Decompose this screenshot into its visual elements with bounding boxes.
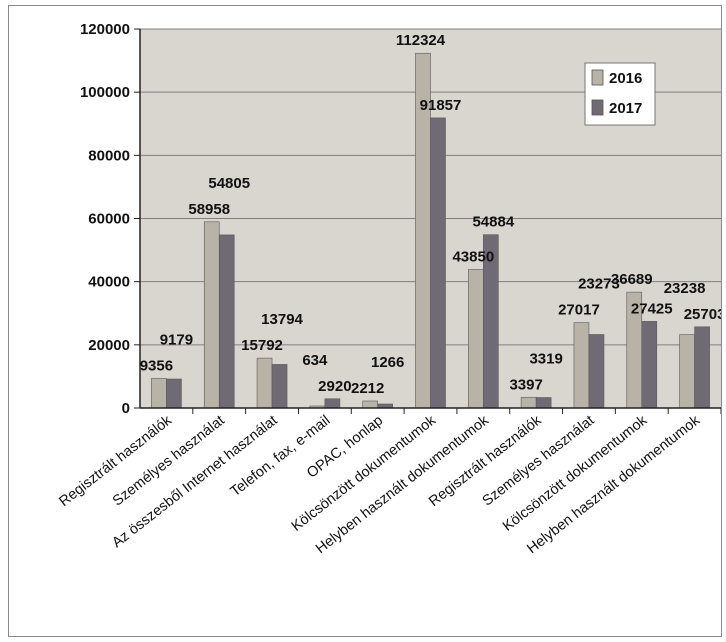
data-labels: 9356 9179 58958 54805 15792 13794 634 2920 2212 1… [140, 32, 726, 397]
data-label-2017: 91857 [420, 97, 462, 114]
bar-2017 [166, 378, 182, 409]
data-label-2016: 23238 [664, 280, 706, 297]
bars [151, 52, 710, 409]
data-label-2017: 23273 [578, 276, 620, 293]
data-label-2016: 15792 [241, 337, 283, 354]
bar-2017 [588, 334, 605, 409]
data-label-2017: 54884 [472, 214, 514, 231]
bar-2017 [641, 321, 658, 409]
data-label-2017: 25703 [684, 306, 721, 323]
y-tick-label: 60000 [88, 211, 130, 228]
data-label-2017: 54805 [208, 175, 250, 192]
y-tick-label: 80000 [88, 147, 130, 164]
y-tick-labels: 0 20000 40000 60000 80000 100000 120000 [80, 21, 140, 417]
y-tick-label: 40000 [88, 274, 130, 291]
bar-chart: 0 20000 40000 60000 80000 100000 120000 Regisz… [56, 21, 726, 557]
bar-2017 [430, 117, 446, 409]
legend-label-2016: 2016 [609, 70, 642, 87]
legend-swatch-2016 [591, 69, 604, 86]
bar-2016 [679, 334, 695, 409]
bar-2016 [520, 396, 537, 409]
bar-2016 [203, 221, 220, 409]
data-label-2017: 9179 [160, 331, 193, 348]
data-label-2016: 112324 [396, 32, 446, 49]
data-label-2017: 3319 [529, 350, 562, 367]
legend-swatch-2017 [591, 99, 604, 116]
bar-2016 [151, 378, 167, 409]
bar-2017 [271, 364, 288, 409]
data-label-2016: 27017 [558, 302, 600, 319]
data-label-2017: 2920 [318, 378, 351, 395]
bar-2016 [468, 269, 484, 409]
bar-2017 [694, 326, 710, 409]
data-label-2016: 36689 [611, 271, 653, 288]
data-label-2017: 1266 [371, 354, 404, 371]
data-label-2016: 43850 [452, 249, 494, 266]
legend: 2016 2017 [584, 62, 656, 126]
data-label-2016: 3397 [509, 376, 542, 393]
y-tick-label: 100000 [80, 84, 130, 101]
data-label-2016: 9356 [140, 357, 173, 374]
bar-2017 [324, 398, 341, 409]
data-label-2017: 13794 [261, 311, 303, 328]
bar-2017 [218, 234, 235, 409]
data-label-2017: 27425 [631, 300, 673, 317]
y-tick-label: 120000 [80, 21, 130, 38]
y-tick-label: 20000 [88, 337, 130, 354]
bar-2016 [256, 357, 273, 409]
data-label-2016: 634 [302, 352, 328, 369]
y-tick-label: 0 [122, 400, 130, 417]
data-label-2016: 58958 [188, 201, 230, 218]
bar-2016 [573, 322, 590, 409]
legend-label-2017: 2017 [609, 100, 642, 117]
bar-2017 [535, 397, 552, 409]
chart-frame: 0 20000 40000 60000 80000 100000 120000 Regisz… [8, 5, 726, 637]
x-tick-label: Telefon, fax, e-mail [228, 413, 334, 501]
data-label-2016: 2212 [351, 380, 384, 397]
bar-2016 [362, 400, 378, 409]
